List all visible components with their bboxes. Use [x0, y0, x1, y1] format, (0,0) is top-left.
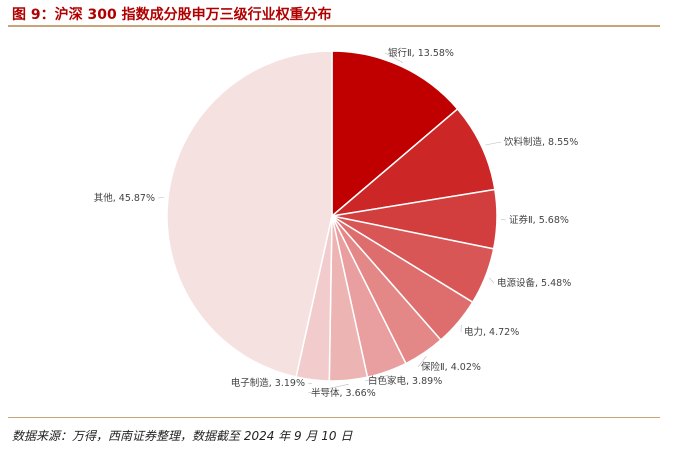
leader-line-9 — [307, 382, 313, 385]
leader-line-6 — [417, 356, 427, 368]
slice-label-9: 电子制造, 3.19% — [231, 377, 305, 389]
pie-slice-10 — [166, 50, 333, 378]
leader-line-8 — [307, 383, 349, 394]
pie-slice-1 — [331, 50, 459, 218]
slice-label-1: 银行Ⅱ, 13.58% — [388, 47, 454, 59]
slice-label-6: 保险Ⅱ, 4.02% — [421, 361, 481, 373]
slice-label-4: 电源设备, 5.48% — [497, 277, 571, 289]
slice-label-3: 证券Ⅱ, 5.68% — [509, 214, 569, 226]
leader-line-4 — [488, 277, 495, 284]
pie-slice-2 — [329, 107, 496, 218]
slice-label-7: 白色家电, 3.89% — [368, 375, 442, 387]
leader-line-2 — [485, 141, 502, 146]
slice-label-2: 饮料制造, 8.55% — [504, 136, 578, 148]
leader-line-3 — [500, 219, 507, 221]
leader-line-10 — [157, 197, 165, 199]
leader-line-1 — [384, 52, 403, 63]
figure-title: 图 9：沪深 300 指数成分股申万三级行业权重分布 — [12, 7, 332, 23]
source-note: 数据来源：万得，西南证券整理，数据截至 2024 年 9 月 10 日 — [12, 429, 353, 443]
bottom-rule — [8, 417, 660, 418]
top-rule — [8, 25, 660, 27]
slice-label-8: 半导体, 3.66% — [311, 387, 376, 399]
leader-line-7 — [364, 375, 389, 382]
slice-label-10: 其他, 45.87% — [94, 192, 155, 204]
slice-label-5: 电力, 4.72% — [464, 326, 519, 338]
